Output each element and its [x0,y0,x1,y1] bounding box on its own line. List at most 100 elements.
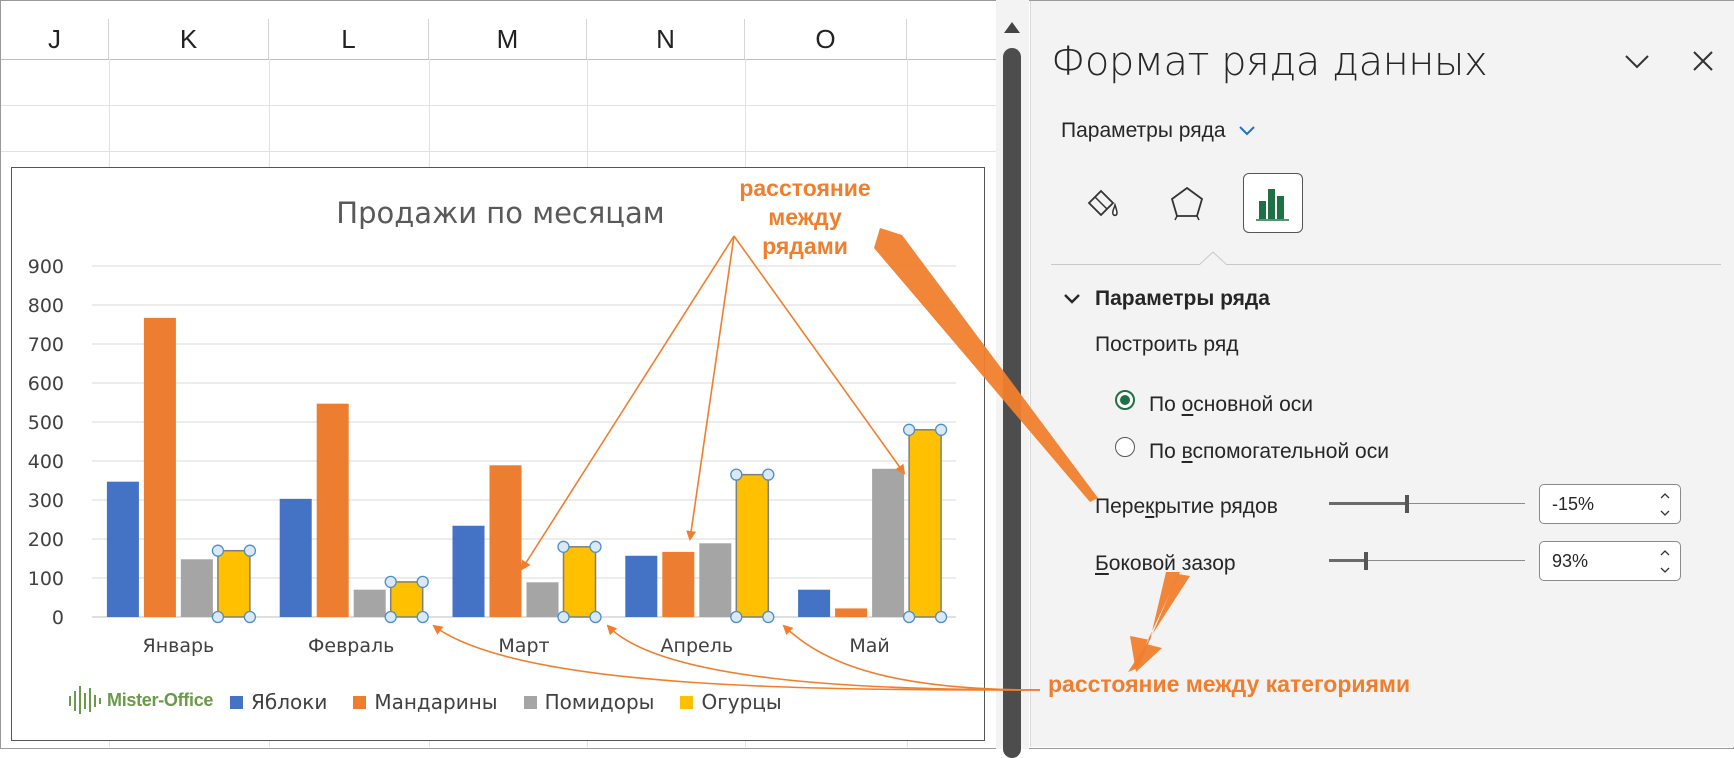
scroll-thumb[interactable] [1003,48,1021,758]
tab-effects[interactable] [1157,173,1217,233]
chart-title[interactable]: Продажи по месяцам [336,196,665,230]
bar[interactable] [452,525,485,617]
column-header-m[interactable]: M [429,19,587,59]
accelerator-key: в [1181,440,1193,463]
legend-label: Мандарины [374,690,498,714]
y-tick-label: 800 [28,295,64,317]
bar[interactable] [217,549,251,618]
chart-legend[interactable]: Яблоки Мандарины Помидоры Огурцы [230,690,782,714]
mister-office-logo: Mister-Office [68,684,213,716]
bar[interactable] [662,551,695,617]
series-overlap-value[interactable]: -15% [1552,494,1595,514]
series-options-icon [1256,189,1289,221]
selection-handle[interactable] [730,610,743,624]
gap-width-label: Боковой зазор [1095,552,1236,576]
bar[interactable] [699,543,732,617]
y-tick-label: 200 [28,529,64,551]
slider-thumb[interactable] [1405,495,1410,513]
text: сновной оси [1193,393,1313,416]
radio-primary-axis[interactable] [1115,390,1135,410]
selection-handle[interactable] [934,610,948,624]
bar[interactable] [625,555,658,617]
bar[interactable] [526,582,559,617]
vertical-scrollbar[interactable] [996,0,1029,758]
selection-handle[interactable] [557,540,570,553]
legend-label: Огурцы [701,690,782,714]
selection-handle[interactable] [211,610,225,624]
bar[interactable] [562,546,597,618]
slider-thumb[interactable] [1364,552,1369,570]
selection-handle[interactable] [557,610,570,624]
selection-handle[interactable] [902,423,916,436]
bar[interactable] [316,403,349,617]
bar[interactable] [143,317,176,617]
selection-handle[interactable] [762,610,775,624]
bar[interactable] [872,468,905,617]
legend-item-apples[interactable]: Яблоки [230,690,327,714]
series-overlap-slider[interactable] [1329,494,1525,514]
gap-width-value[interactable]: 93% [1552,551,1589,571]
bar[interactable] [389,581,424,618]
y-tick-label: 500 [28,412,64,434]
section-series-options[interactable]: Параметры ряда [1063,287,1270,311]
row-gridline [1,151,996,152]
column-header-o[interactable]: O [745,19,907,59]
close-icon[interactable] [1689,47,1717,75]
legend-item-cucumbers[interactable]: Огурцы [680,690,782,714]
selection-handle[interactable] [589,540,602,553]
selection-handle[interactable] [762,468,775,481]
bar[interactable] [835,608,868,617]
spin-down-icon[interactable] [1658,564,1672,576]
series-overlap-spinbox[interactable]: -15% [1539,484,1681,524]
legend-swatch [680,695,694,709]
bar[interactable] [489,465,522,617]
gap-width-slider[interactable] [1329,551,1525,571]
spin-up-icon[interactable] [1658,547,1672,559]
y-tick-label: 400 [28,451,64,473]
spin-down-icon[interactable] [1658,507,1672,519]
bar[interactable] [798,589,831,617]
bar[interactable] [180,559,213,617]
bar[interactable] [735,473,770,618]
selection-handle[interactable] [243,610,257,624]
tab-series-options[interactable] [1243,173,1303,233]
selection-handle[interactable] [416,610,429,624]
bar[interactable] [279,498,312,617]
scroll-up-arrow-icon[interactable] [1004,22,1020,33]
selection-handle[interactable] [211,544,225,557]
gap-width-spinbox[interactable]: 93% [1539,541,1681,581]
series-options-dropdown[interactable]: Параметры ряда [1061,119,1256,143]
chevron-down-icon[interactable] [1623,47,1651,75]
accelerator-key: к [1145,495,1155,518]
selection-handle[interactable] [730,468,743,481]
selection-handle[interactable] [902,610,916,624]
selection-handle[interactable] [384,610,397,624]
x-tick-label: Март [498,635,549,657]
radio-secondary-axis-label[interactable]: По вспомогательной оси [1149,440,1389,464]
radio-primary-axis-label[interactable]: По основной оси [1149,393,1313,417]
effects-icon [1170,186,1204,221]
column-header-n[interactable]: N [587,19,745,59]
column-header-k[interactable]: K [109,19,269,59]
chart-plot[interactable]: 0 100 200 300 400 500 600 700 800 900 Январь Феврал… [12,168,984,740]
legend-swatch [523,695,537,709]
radio-secondary-axis[interactable] [1115,437,1135,457]
bar[interactable] [353,589,386,617]
column-header-j[interactable]: J [1,19,109,59]
selection-handle[interactable] [416,575,429,589]
bar[interactable] [908,429,942,618]
x-tick-label: Февраль [308,635,394,657]
bar[interactable] [106,481,139,617]
column-header-l[interactable]: L [269,19,429,59]
spin-up-icon[interactable] [1658,490,1672,502]
legend-item-tangerines[interactable]: Мандарины [353,690,498,714]
legend-item-tomatoes[interactable]: Помидоры [523,690,654,714]
selection-handle[interactable] [243,544,257,557]
selection-handle[interactable] [934,423,948,436]
text: По [1149,393,1182,416]
annotation-line: между [768,204,842,230]
worksheet[interactable]: J K L M N O Продажи по месяцам 0 100 200 30… [1,1,996,747]
selection-handle[interactable] [384,575,397,589]
tab-fill-line[interactable] [1071,173,1131,233]
selection-handle[interactable] [589,610,602,624]
